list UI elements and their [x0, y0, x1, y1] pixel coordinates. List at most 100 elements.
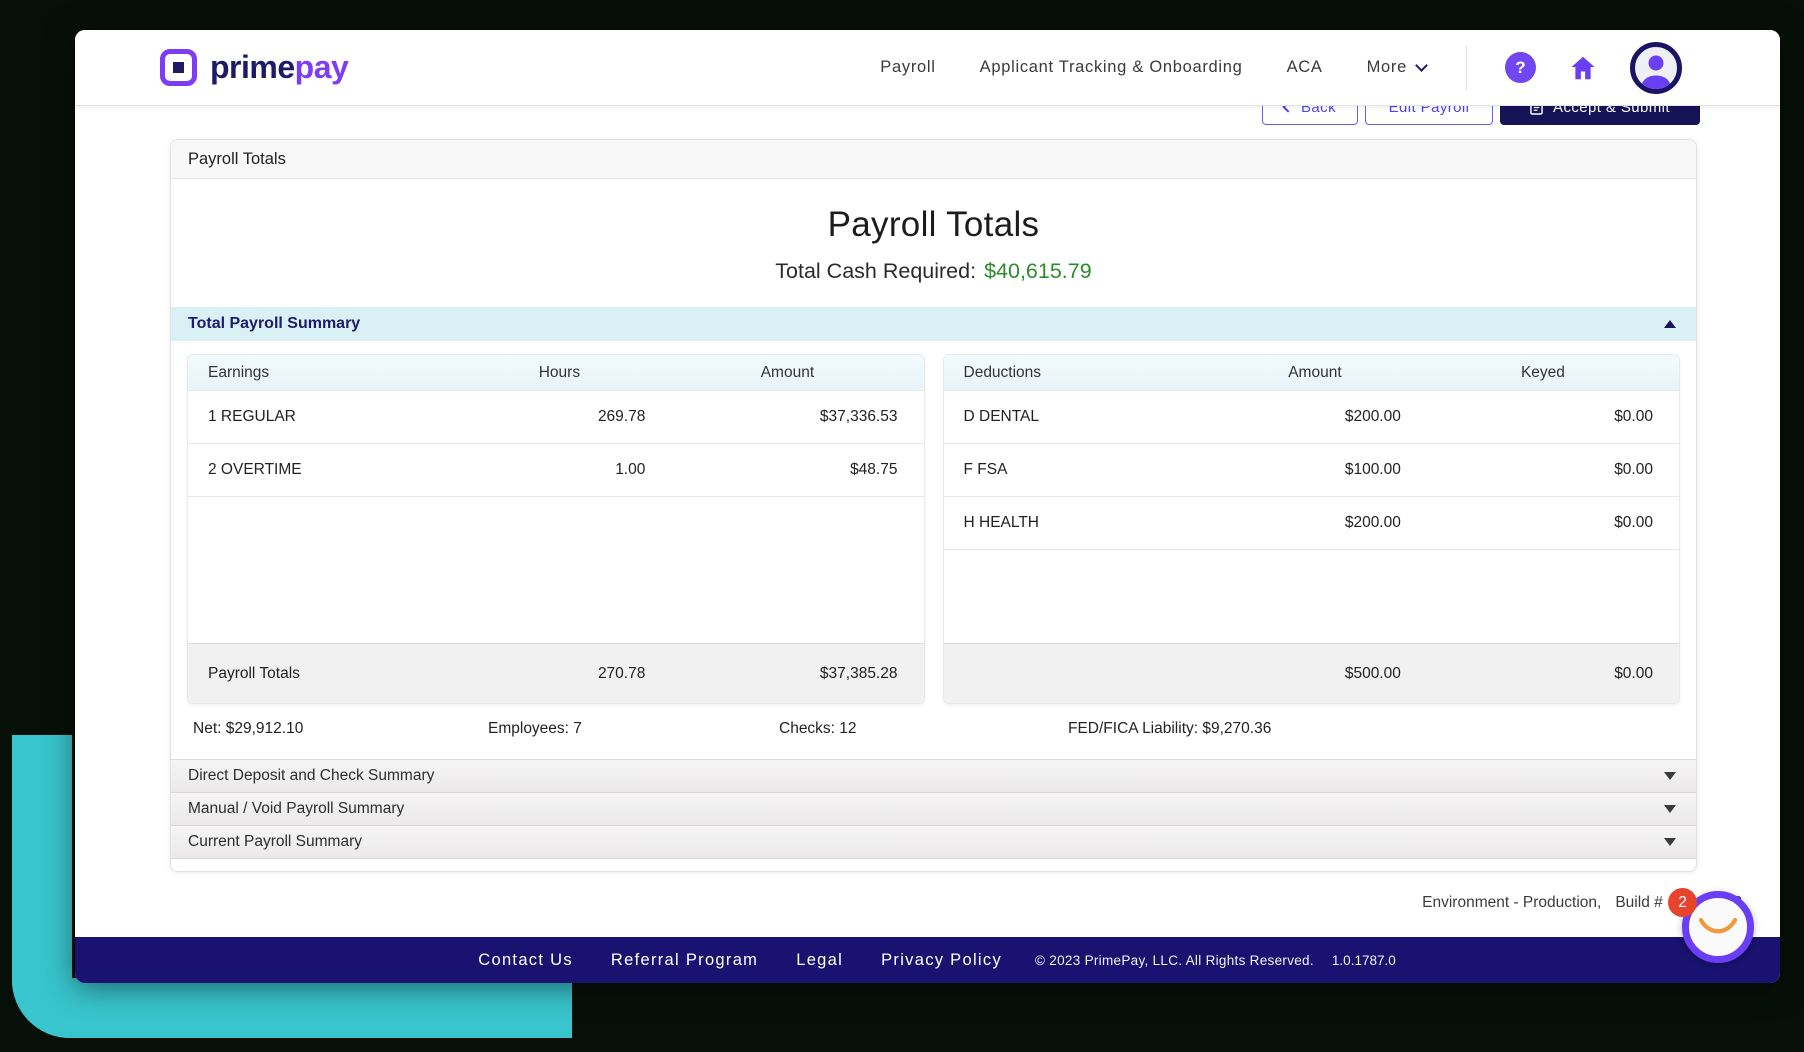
- cell-total-keyed: $0.00: [1614, 664, 1653, 682]
- header-divider: [1466, 45, 1467, 90]
- accordion-label: Manual / Void Payroll Summary: [188, 800, 405, 817]
- total-payroll-summary-label: Total Payroll Summary: [188, 315, 361, 332]
- footer-link-privacy-policy[interactable]: Privacy Policy: [881, 950, 1002, 969]
- cell-deduction-code: D DENTAL: [963, 408, 1040, 425]
- accordion-label: Direct Deposit and Check Summary: [188, 767, 435, 784]
- earnings-table: Earnings Hours Amount 1 REGULAR 269.78 $…: [187, 354, 925, 704]
- footer-link-referral-program[interactable]: Referral Program: [610, 950, 759, 969]
- total-cash-label: Total Cash Required:: [775, 259, 977, 283]
- summary-stats-row: Net: $29,912.10 Employees: 7 Checks: 12 …: [171, 718, 1696, 740]
- stat-checks: Checks: 12: [779, 720, 857, 737]
- card-header-label: Payroll Totals: [188, 149, 286, 168]
- chat-smile-bubble: [1682, 891, 1754, 963]
- col-amount: Amount: [1288, 363, 1342, 381]
- app-window: primepay Payroll Applicant Tracking & On…: [75, 30, 1780, 983]
- environment-label: Environment - Production,: [1422, 894, 1602, 911]
- chat-notification-badge: 2: [1668, 888, 1697, 917]
- primepay-logo[interactable]: primepay: [160, 49, 349, 86]
- home-button[interactable]: [1568, 53, 1598, 83]
- main-nav: Payroll Applicant Tracking & Onboarding …: [880, 58, 1428, 77]
- summary-tables: Earnings Hours Amount 1 REGULAR 269.78 $…: [171, 341, 1696, 704]
- home-icon: [1571, 56, 1595, 79]
- deductions-totals-row: $500.00 $0.00: [943, 643, 1679, 703]
- nav-item-applicant-tracking[interactable]: Applicant Tracking & Onboarding: [979, 58, 1243, 76]
- cell-amount: $37,336.53: [819, 408, 898, 425]
- stat-net: Net: $29,912.10: [193, 720, 304, 737]
- earnings-totals-row: Payroll Totals 270.78 $37,385.28: [188, 643, 924, 703]
- page-title: Payroll Totals: [827, 205, 1040, 244]
- main-content: Back Edit Payroll Accept & Submit Payrol…: [75, 106, 1780, 937]
- col-earnings: Earnings: [208, 363, 270, 381]
- chevron-down-icon: [1415, 58, 1428, 72]
- accordion-manual-void-summary[interactable]: Manual / Void Payroll Summary: [171, 793, 1696, 826]
- total-cash-value: $40,615.79: [984, 259, 1092, 283]
- person-icon: [1641, 55, 1671, 89]
- cell-keyed: $0.00: [1614, 408, 1653, 425]
- back-button-label: Back: [1301, 106, 1336, 116]
- card-header: Payroll Totals: [171, 140, 1696, 179]
- deductions-table: Deductions Amount Keyed D DENTAL $200.00…: [942, 354, 1680, 704]
- top-navigation-bar: primepay Payroll Applicant Tracking & On…: [75, 30, 1780, 106]
- collapsed-sections: Direct Deposit and Check Summary Manual …: [171, 759, 1696, 859]
- cell-amount: $200.00: [1344, 408, 1401, 425]
- col-amount: Amount: [760, 363, 815, 381]
- payroll-totals-card: Payroll Totals Payroll Totals Total Cash…: [170, 139, 1697, 872]
- document-icon: [1530, 106, 1543, 115]
- cell-total-amount: $500.00: [1344, 664, 1401, 682]
- expand-icon: [1664, 838, 1676, 846]
- cell-hours: 1.00: [615, 461, 646, 478]
- nav-more-label: More: [1366, 58, 1407, 76]
- back-button[interactable]: Back: [1262, 106, 1358, 125]
- accordion-direct-deposit-summary[interactable]: Direct Deposit and Check Summary: [171, 760, 1696, 793]
- nav-item-aca[interactable]: ACA: [1286, 58, 1323, 76]
- accept-submit-label: Accept & Submit: [1553, 106, 1670, 116]
- accordion-label: Current Payroll Summary: [188, 833, 362, 850]
- help-button[interactable]: ?: [1505, 52, 1536, 83]
- cell-earning-code: 1 REGULAR: [208, 408, 296, 425]
- deductions-table-header: Deductions Amount Keyed: [943, 355, 1679, 391]
- cell-keyed: $0.00: [1614, 461, 1653, 478]
- edit-payroll-label: Edit Payroll: [1388, 106, 1470, 116]
- total-cash-required: Total Cash Required: $40,615.79: [171, 257, 1696, 285]
- footer-link-contact-us[interactable]: Contact Us: [478, 950, 573, 969]
- user-avatar[interactable]: [1630, 41, 1682, 94]
- chevron-left-icon: [1282, 106, 1294, 113]
- teal-decoration-horizontal: [12, 978, 572, 1038]
- table-row: H HEALTH $200.00 $0.00: [943, 497, 1679, 550]
- nav-item-payroll[interactable]: Payroll: [880, 58, 936, 76]
- collapse-icon: [1664, 320, 1676, 328]
- cell-total-amount: $37,385.28: [819, 664, 898, 682]
- help-icon: ?: [1515, 57, 1526, 77]
- footer-copyright: © 2023 PrimePay, LLC. All Rights Reserve…: [1035, 952, 1314, 968]
- logo-prime: prime: [210, 49, 295, 85]
- footer-version: 1.0.1787.0: [1331, 952, 1396, 968]
- accept-submit-button[interactable]: Accept & Submit: [1500, 106, 1700, 125]
- table-spacer: [188, 497, 924, 643]
- build-label: Build #: [1615, 894, 1663, 911]
- expand-icon: [1664, 772, 1676, 780]
- logo-pay: pay: [294, 49, 349, 85]
- expand-icon: [1664, 805, 1676, 813]
- table-row: 2 OVERTIME 1.00 $48.75: [188, 444, 924, 497]
- stat-employees: Employees: 7: [488, 720, 582, 737]
- accordion-current-payroll-summary[interactable]: Current Payroll Summary: [171, 826, 1696, 859]
- table-row: D DENTAL $200.00 $0.00: [943, 391, 1679, 444]
- table-row: 1 REGULAR 269.78 $37,336.53: [188, 391, 924, 444]
- cell-amount: $100.00: [1344, 461, 1401, 478]
- nav-more-dropdown[interactable]: More: [1366, 58, 1428, 77]
- footer-link-legal[interactable]: Legal: [796, 950, 844, 969]
- total-payroll-summary-toggle[interactable]: Total Payroll Summary: [171, 307, 1696, 341]
- cell-deduction-code: F FSA: [963, 461, 1008, 478]
- cell-deduction-code: H HEALTH: [963, 514, 1040, 531]
- stat-fed-fica-liability: FED/FICA Liability: $9,270.36: [1068, 720, 1272, 737]
- cell-earning-code: 2 OVERTIME: [208, 461, 302, 478]
- page-action-buttons: Back Edit Payroll Accept & Submit: [1262, 106, 1700, 125]
- col-hours: Hours: [538, 363, 581, 381]
- table-spacer: [944, 550, 1680, 643]
- edit-payroll-button[interactable]: Edit Payroll: [1365, 106, 1493, 125]
- table-row: F FSA $100.00 $0.00: [943, 444, 1679, 497]
- cell-amount: $48.75: [850, 461, 898, 478]
- col-keyed: Keyed: [1520, 363, 1565, 381]
- chat-widget-button[interactable]: 2: [1668, 888, 1754, 963]
- footer-bar: Contact Us Referral Program Legal Privac…: [75, 937, 1780, 983]
